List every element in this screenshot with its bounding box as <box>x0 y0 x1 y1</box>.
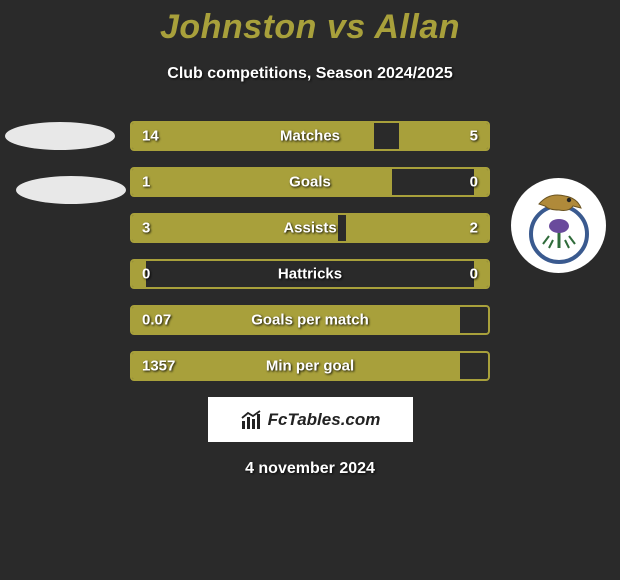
crest-icon <box>519 186 599 266</box>
bar-row: 0 0 Hattricks <box>130 259 490 289</box>
bar-left-value: 14 <box>142 128 159 145</box>
bar-label: Goals per match <box>251 312 369 329</box>
bar-label: Min per goal <box>266 358 354 375</box>
bar-left-fill <box>132 169 392 195</box>
bar-right-value: 0 <box>470 174 478 191</box>
bar-row: 1 0 Goals <box>130 167 490 197</box>
bar-label: Matches <box>280 128 340 145</box>
comparison-bars: 14 5 Matches 1 0 Goals 3 2 Assists 0 0 Hattricks 0.0… <box>130 121 490 381</box>
bar-row: 0.07 Goals per match <box>130 305 490 335</box>
player-left-placeholder-1 <box>5 122 115 150</box>
bar-right-value: 0 <box>470 266 478 283</box>
footer-badge: FcTables.com <box>208 397 413 442</box>
date-text: 4 november 2024 <box>0 460 620 478</box>
bar-label: Hattricks <box>278 266 342 283</box>
bar-right-value: 2 <box>470 220 478 237</box>
bar-left-value: 0 <box>142 266 150 283</box>
bar-left-value: 3 <box>142 220 150 237</box>
bar-label: Assists <box>283 220 336 237</box>
player-left-placeholder-2 <box>16 176 126 204</box>
chart-icon <box>240 409 262 431</box>
bar-label: Goals <box>289 174 331 191</box>
bar-left-value: 0.07 <box>142 312 171 329</box>
page-title: Johnston vs Allan <box>0 0 620 47</box>
footer-badge-text: FcTables.com <box>268 410 381 430</box>
bar-row: 1357 Min per goal <box>130 351 490 381</box>
subtitle: Club competitions, Season 2024/2025 <box>0 65 620 83</box>
club-crest <box>511 178 606 273</box>
bar-right-value: 5 <box>470 128 478 145</box>
bar-row: 14 5 Matches <box>130 121 490 151</box>
bar-left-value: 1 <box>142 174 150 191</box>
bar-right-fill <box>346 215 488 241</box>
bar-row: 3 2 Assists <box>130 213 490 243</box>
bar-left-value: 1357 <box>142 358 175 375</box>
